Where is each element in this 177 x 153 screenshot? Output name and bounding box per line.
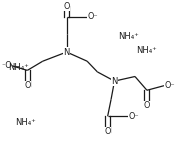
Text: O⁻: O⁻ xyxy=(87,12,98,21)
Text: NH₄⁺: NH₄⁺ xyxy=(118,32,139,41)
Text: ⁻O: ⁻O xyxy=(1,61,12,70)
Text: NH₄⁺: NH₄⁺ xyxy=(137,46,157,55)
Text: O: O xyxy=(24,81,31,90)
Text: O⁻: O⁻ xyxy=(164,81,175,90)
Text: N: N xyxy=(111,77,118,86)
Text: O: O xyxy=(104,127,111,136)
Text: N: N xyxy=(63,48,70,56)
Text: NH₄⁺: NH₄⁺ xyxy=(15,118,36,127)
Text: O: O xyxy=(63,2,70,11)
Text: O⁻: O⁻ xyxy=(128,112,139,121)
Text: O: O xyxy=(144,101,150,110)
Text: NH₄⁺: NH₄⁺ xyxy=(8,63,29,72)
